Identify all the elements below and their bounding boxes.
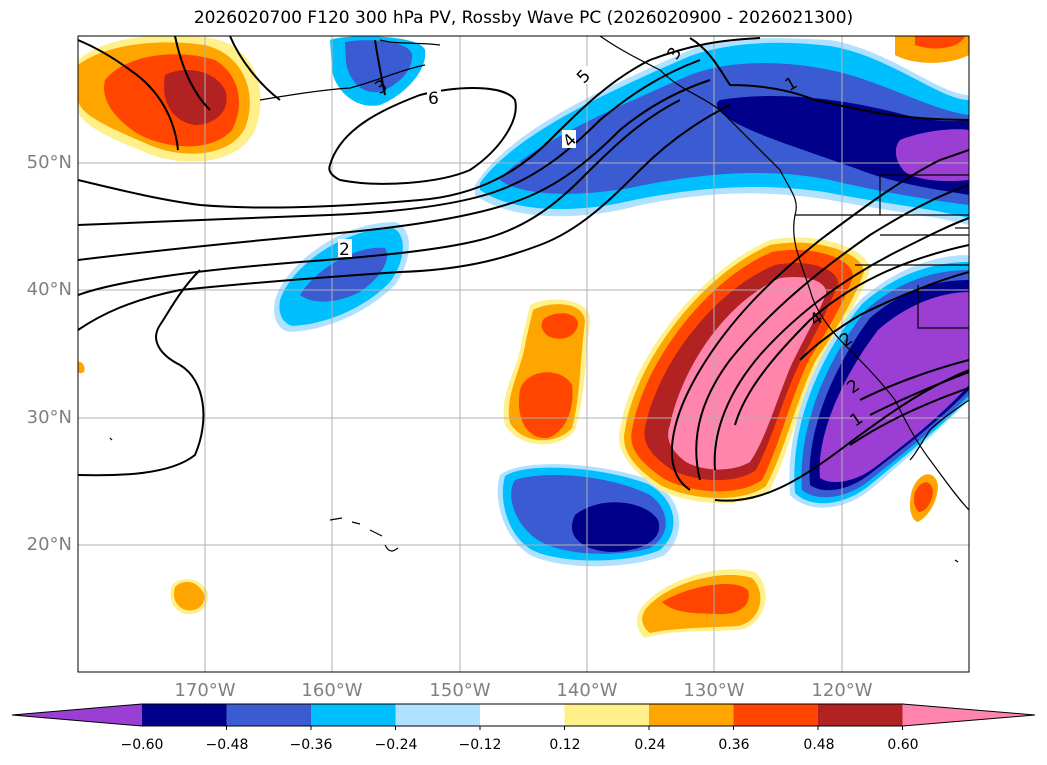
lat-label-40n: 40°N: [26, 279, 72, 300]
colorbar-segment: [818, 704, 903, 726]
colorbar-tick-label: 0.60: [887, 737, 919, 753]
cold-anomaly-gulf-of-alaska: [475, 38, 969, 225]
contour-label: 6: [428, 89, 439, 109]
colorbar-segment: [142, 704, 227, 726]
pv-contours: [78, 36, 969, 502]
warm-anomaly-ridge: [619, 237, 870, 504]
colorbar-segment: [226, 704, 312, 726]
colorbar-tick-label: −0.60: [120, 737, 164, 753]
lat-label-30n: 30°N: [26, 407, 72, 428]
cold-anomaly-trough: [789, 255, 969, 508]
colorbar-extend-max: [902, 704, 1035, 726]
contour-label: 2: [339, 240, 350, 260]
chart-title: 2026020700 F120 300 hPa PV, Rossby Wave …: [193, 8, 854, 28]
colorbar-segment: [649, 704, 734, 726]
colorbar-segment: [395, 704, 481, 726]
coastlines: [109, 36, 969, 563]
colorbar-segment: [480, 704, 565, 726]
colorbar: [11, 703, 1036, 730]
colorbar-tick-label: 0.24: [634, 737, 666, 753]
warm-anomaly-south: [78, 361, 938, 638]
colorbar-tick-label: −0.48: [205, 737, 249, 753]
colorbar-segment: [564, 704, 650, 726]
warm-anomaly-central-pacific: [503, 299, 590, 445]
lat-label-50n: 50°N: [26, 152, 72, 173]
plot-frame: [77, 35, 970, 673]
colorbar-tick-label: −0.24: [374, 737, 418, 753]
contour-label: 5: [573, 66, 595, 88]
lon-label-130w: 130°W: [683, 680, 745, 701]
warm-anomaly-northwest: [78, 36, 261, 162]
lon-label-140w: 140°W: [556, 680, 618, 701]
cold-anomaly-subtropical: [497, 464, 680, 567]
colorbar-outline: [11, 703, 1036, 727]
colorbar-tick-label: −0.36: [289, 737, 333, 753]
colorbar-segment: [311, 704, 396, 726]
lat-label-20n: 20°N: [26, 534, 72, 555]
lon-label-150w: 150°W: [429, 680, 491, 701]
colorbar-segment: [733, 704, 819, 726]
cold-anomaly-bering: [330, 36, 426, 106]
colorbar-tick-label: 0.48: [803, 737, 835, 753]
colorbar-extend-min: [12, 704, 142, 726]
warm-anomaly-northeast: [895, 36, 969, 63]
lon-label-160w: 160°W: [301, 680, 363, 701]
lon-label-170w: 170°W: [174, 680, 236, 701]
pv-anomaly-layer: [78, 36, 969, 638]
colorbar-tick-label: 0.36: [718, 737, 750, 753]
colorbar-tick-label: −0.12: [458, 737, 502, 753]
colorbar-tick-label: 0.12: [549, 737, 581, 753]
lon-label-120w: 120°W: [811, 680, 873, 701]
